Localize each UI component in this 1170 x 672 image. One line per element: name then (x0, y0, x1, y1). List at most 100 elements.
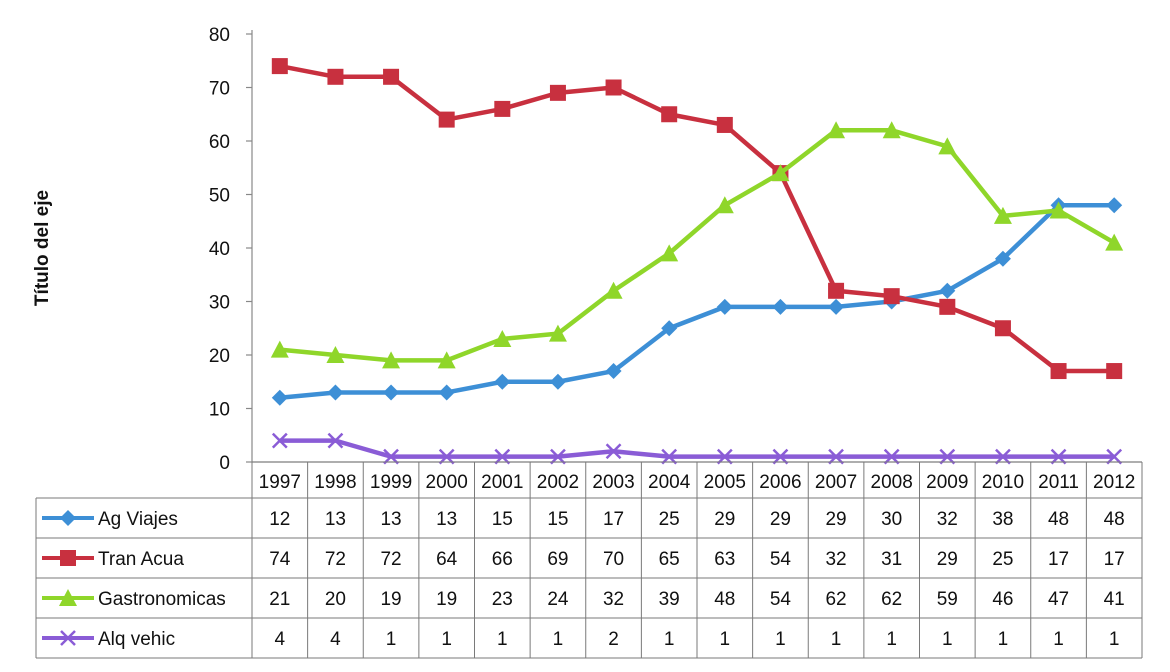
data-point (883, 448, 900, 465)
data-point (882, 121, 901, 139)
table-cell-value: 1 (998, 629, 1009, 650)
table-cell-value: 32 (937, 509, 958, 530)
table-cell-value: 15 (547, 509, 568, 530)
table-cell-value: 74 (269, 549, 291, 570)
legend-label: Gastronomicas (98, 589, 226, 610)
table-cell-value: 1 (497, 629, 508, 650)
data-point (771, 164, 790, 182)
table-cell-value: 23 (492, 589, 513, 610)
x-tick-label: 2005 (704, 472, 746, 493)
legend-label: Tran Acua (98, 549, 184, 570)
data-point (661, 106, 678, 123)
series-gastronomicas (270, 121, 1124, 369)
data-point (661, 320, 678, 337)
table-cell-value: 29 (825, 509, 846, 530)
y-axis-title: Título del eje (32, 190, 53, 306)
table-cell-value: 64 (436, 549, 458, 570)
table-cell-value: 72 (380, 549, 401, 570)
data-point (1049, 201, 1068, 219)
table-cell-value: 1 (775, 629, 786, 650)
table-cell-value: 4 (275, 629, 286, 650)
series-ag-viajes (271, 197, 1123, 406)
data-point (383, 68, 400, 85)
data-point (271, 432, 288, 449)
x-tick-label: 2010 (982, 472, 1024, 493)
data-point (828, 282, 845, 299)
data-point (828, 298, 845, 315)
table-cell-value: 30 (881, 509, 902, 530)
table-cell-value: 15 (492, 509, 513, 530)
data-point (327, 384, 344, 401)
data-point (660, 244, 679, 262)
table-cell-value: 1 (942, 629, 953, 650)
legend-entry: Tran Acua (42, 549, 184, 570)
data-point (382, 351, 401, 369)
table-cell-value: 69 (547, 549, 568, 570)
x-tick-label: 2003 (592, 472, 634, 493)
data-point (661, 448, 678, 465)
legend-label: Ag Viajes (98, 509, 178, 530)
x-tick-label: 2012 (1093, 472, 1135, 493)
data-point (326, 346, 345, 363)
table-cell-value: 62 (881, 589, 902, 610)
table-cell-value: 1 (553, 629, 564, 650)
table-cell-value: 59 (937, 589, 958, 610)
series-line (279, 438, 1115, 459)
x-tick-label: 2007 (815, 472, 857, 493)
data-point (1106, 363, 1123, 380)
data-point (1050, 363, 1067, 380)
series-lines (270, 58, 1124, 465)
table-cell-value: 13 (325, 509, 346, 530)
table-cell-value: 39 (659, 589, 680, 610)
x-tick-label: 2001 (481, 472, 523, 493)
y-tick-label: 30 (209, 293, 230, 314)
table-cell-value: 1 (886, 629, 897, 650)
table-cell-value: 29 (770, 509, 791, 530)
data-point (60, 510, 76, 526)
data-point (438, 111, 455, 128)
table-cell-value: 17 (1048, 549, 1069, 570)
table-cell-value: 1 (441, 629, 452, 650)
data-point (327, 68, 344, 85)
data-point (60, 630, 76, 646)
table-cell-value: 12 (269, 509, 290, 530)
data-point (939, 298, 956, 315)
data-point (993, 206, 1012, 224)
y-tick-label: 0 (219, 453, 230, 474)
axes (251, 30, 1142, 463)
table-cell-value: 1 (831, 629, 842, 650)
table-cell-value: 13 (436, 509, 457, 530)
table-cell-value: 54 (770, 549, 792, 570)
legend-entry: Alq vehic (42, 629, 175, 650)
table-cell-value: 47 (1048, 589, 1069, 610)
table-cell-value: 70 (603, 549, 624, 570)
table-cell-value: 32 (603, 589, 624, 610)
data-point (383, 448, 399, 465)
table-cell-value: 1 (1053, 629, 1064, 650)
table-cell-value: 20 (325, 589, 346, 610)
x-tick-label: 2000 (426, 472, 468, 493)
data-point (437, 351, 456, 369)
table-cell-value: 19 (436, 589, 457, 610)
legend-entry: Ag Viajes (42, 509, 178, 530)
data-point (883, 288, 900, 305)
data-point (716, 298, 733, 315)
table-cell-value: 1 (720, 629, 731, 650)
data-point (939, 282, 956, 299)
y-tick-label: 20 (209, 346, 230, 367)
legend-entry: Gastronomicas (42, 589, 226, 610)
table-cell-value: 41 (1104, 589, 1125, 610)
table-cell-value: 1 (1109, 629, 1120, 650)
table-cell-value: 17 (603, 509, 624, 530)
table-cell-value: 72 (325, 549, 346, 570)
x-tick-label: 2009 (926, 472, 968, 493)
table-cell-value: 19 (380, 589, 401, 610)
data-point (994, 320, 1011, 337)
data-point (772, 448, 789, 465)
data-point (939, 448, 956, 465)
x-tick-label: 2004 (648, 472, 691, 493)
data-point (716, 116, 733, 133)
data-point (995, 448, 1011, 465)
data-point (59, 589, 77, 606)
